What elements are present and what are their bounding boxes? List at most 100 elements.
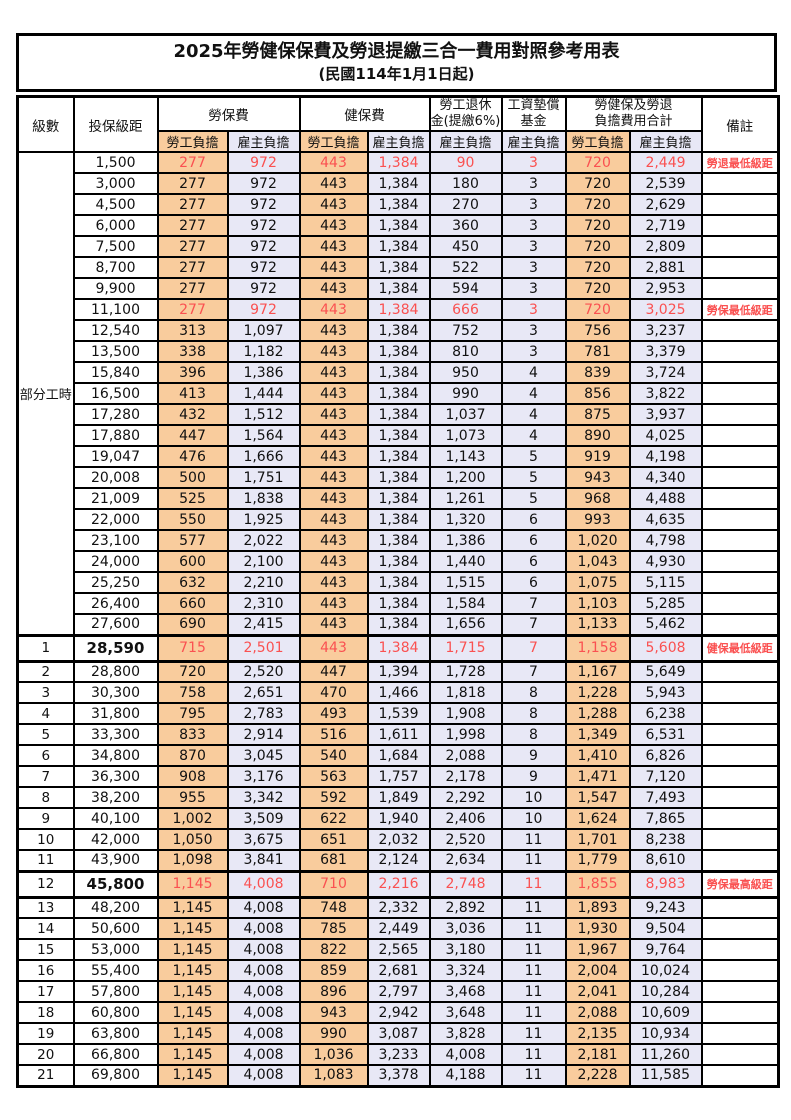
cell-wage-fund-employer: 3	[500, 172, 567, 195]
cell-total-employer: 3,237	[628, 319, 703, 342]
cell-level: 15	[16, 938, 75, 961]
cell-total-employer: 8,610	[628, 849, 703, 872]
cell-total-employee: 943	[564, 466, 631, 489]
cell-total-employer: 2,629	[628, 193, 703, 216]
cell-health-employer: 3,378	[366, 1064, 431, 1087]
cell-health-employee: 443	[298, 592, 369, 615]
cell-pension-employer: 2,892	[428, 896, 503, 919]
cell-bracket: 6,000	[72, 214, 159, 237]
table-row: 11,100 277 972 443 1,384 666 3 720 3,025 勞保最低級距	[18, 298, 780, 321]
cell-wage-fund-employer: 11	[500, 1001, 567, 1024]
cell-labor-employer: 2,210	[226, 571, 301, 594]
cell-bracket: 50,600	[72, 917, 159, 940]
cell-labor-employer: 972	[226, 235, 301, 258]
table-row: 15,840 396 1,386 443 1,384 950 4 839 3,724	[18, 361, 780, 384]
cell-bracket: 3,000	[72, 172, 159, 195]
cell-level: 11	[16, 849, 75, 872]
cell-health-employer: 2,797	[366, 980, 431, 1003]
cell-health-employee: 859	[298, 959, 369, 982]
cell-bracket: 12,540	[72, 319, 159, 342]
cell-health-employer: 3,233	[366, 1043, 431, 1066]
cell-wage-fund-employer: 4	[500, 361, 567, 384]
cell-bracket: 4,500	[72, 193, 159, 216]
cell-total-employee: 781	[564, 340, 631, 363]
cell-remark	[700, 256, 780, 279]
cell-total-employee: 1,893	[564, 896, 631, 919]
cell-labor-employee: 660	[156, 592, 229, 615]
table-row: 21,009 525 1,838 443 1,384 1,261 5 968 4,488	[18, 487, 780, 510]
cell-level: 16	[16, 959, 75, 982]
cell-bracket: 55,400	[72, 959, 159, 982]
table-row: 20,008 500 1,751 443 1,384 1,200 5 943 4,340	[18, 466, 780, 489]
cell-remark	[700, 702, 780, 725]
cell-total-employer: 4,798	[628, 529, 703, 552]
cell-wage-fund-employer: 5	[500, 466, 567, 489]
col-header-pension-line1: 勞工退休	[439, 98, 492, 113]
table-row: 13,500 338 1,182 443 1,384 810 3 781 3,379	[18, 340, 780, 363]
col-header-total-line2: 負擔費用合計	[594, 114, 673, 129]
table-row: 10 42,000 1,050 3,675 651 2,032 2,520 11 1,701 8,…	[16, 828, 780, 851]
table-row: 3,000 277 972 443 1,384 180 3 720 2,539	[18, 172, 780, 195]
cell-labor-employee: 1,098	[156, 849, 229, 872]
cell-total-employer: 11,260	[628, 1043, 703, 1066]
cell-labor-employer: 1,838	[226, 487, 301, 510]
cell-labor-employee: 413	[156, 382, 229, 405]
col-header-labor-insurance: 勞保費	[156, 95, 301, 132]
cell-pension-employer: 3,036	[428, 917, 503, 940]
cell-health-employer: 2,124	[366, 849, 431, 872]
cell-health-employee: 785	[298, 917, 369, 940]
cell-total-employer: 4,635	[628, 508, 703, 531]
cell-health-employer: 1,539	[366, 702, 431, 725]
cell-labor-employer: 3,342	[226, 786, 301, 809]
cell-labor-employee: 1,145	[156, 959, 229, 982]
cell-total-employer: 9,243	[628, 896, 703, 919]
cell-total-employee: 720	[564, 235, 631, 258]
cell-remark	[700, 959, 780, 982]
cell-level: 7	[16, 765, 75, 788]
cell-health-employee: 443	[298, 151, 369, 174]
cell-total-employee: 839	[564, 361, 631, 384]
cell-remark	[700, 592, 780, 615]
cell-health-employee: 493	[298, 702, 369, 725]
cell-pension-employer: 450	[428, 235, 503, 258]
cell-bracket: 16,500	[72, 382, 159, 405]
cell-labor-employer: 972	[226, 214, 301, 237]
cell-total-employee: 720	[564, 214, 631, 237]
cell-bracket: 19,047	[72, 445, 159, 468]
cell-total-employer: 5,943	[628, 681, 703, 704]
cell-bracket: 17,880	[72, 424, 159, 447]
cell-pension-employer: 752	[428, 319, 503, 342]
cell-pension-employer: 1,818	[428, 681, 503, 704]
cell-pension-employer: 4,008	[428, 1043, 503, 1066]
cell-level: 9	[16, 807, 75, 830]
cell-labor-employer: 2,310	[226, 592, 301, 615]
cell-bracket: 69,800	[72, 1064, 159, 1087]
cell-health-employer: 2,565	[366, 938, 431, 961]
cell-level: 18	[16, 1001, 75, 1024]
table-row: 13 48,200 1,145 4,008 748 2,332 2,892 11 1,893 9,…	[16, 896, 780, 919]
cell-labor-employee: 525	[156, 487, 229, 510]
cell-bracket: 31,800	[72, 702, 159, 725]
cell-wage-fund-employer: 4	[500, 403, 567, 426]
cell-wage-fund-employer: 10	[500, 807, 567, 830]
cell-total-employer: 7,120	[628, 765, 703, 788]
cell-labor-employer: 1,751	[226, 466, 301, 489]
cell-bracket: 53,000	[72, 938, 159, 961]
cell-health-employer: 1,384	[366, 550, 431, 573]
cell-health-employee: 447	[298, 660, 369, 683]
cell-health-employee: 443	[298, 550, 369, 573]
table-row: 6,000 277 972 443 1,384 360 3 720 2,719	[18, 214, 780, 237]
cell-health-employer: 1,384	[366, 235, 431, 258]
cell-bracket: 9,900	[72, 277, 159, 300]
cell-labor-employer: 4,008	[226, 959, 301, 982]
cell-wage-fund-employer: 11	[500, 896, 567, 919]
cell-labor-employee: 577	[156, 529, 229, 552]
cell-pension-employer: 1,386	[428, 529, 503, 552]
cell-labor-employer: 4,008	[226, 980, 301, 1003]
cell-remark	[700, 613, 780, 636]
cell-pension-employer: 2,520	[428, 828, 503, 851]
cell-remark	[700, 1001, 780, 1024]
cell-labor-employee: 715	[156, 633, 229, 663]
table-row: 15 53,000 1,145 4,008 822 2,565 3,180 11 1,967 9,…	[16, 938, 780, 961]
cell-health-employer: 1,384	[366, 529, 431, 552]
